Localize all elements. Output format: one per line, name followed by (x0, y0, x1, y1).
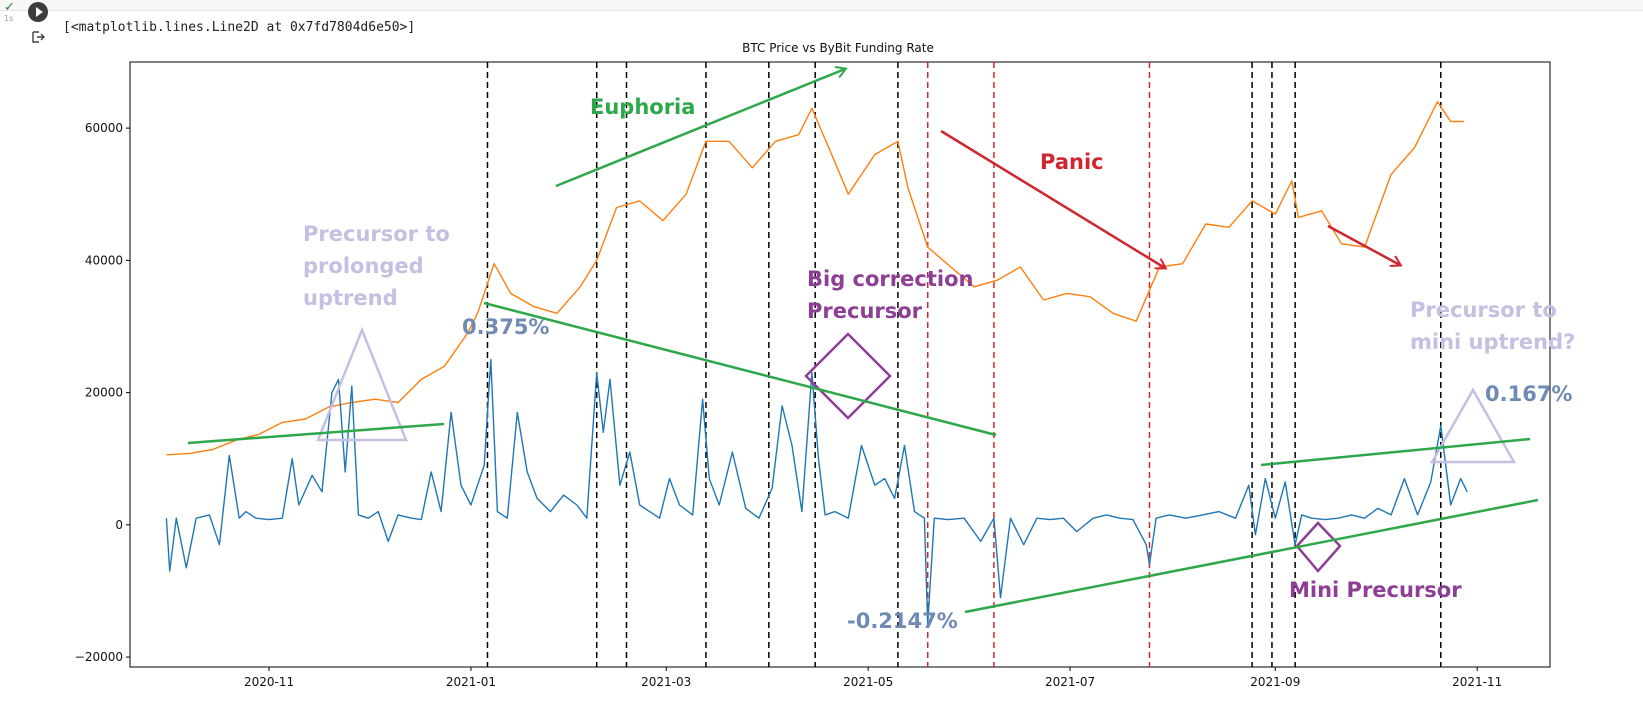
y-tick-label: 0 (115, 518, 123, 532)
precursor-uptrend-line2: prolonged (303, 254, 424, 278)
x-tick-label: 2021-07 (1045, 675, 1095, 689)
x-tick-label: 2021-05 (843, 675, 893, 689)
mini-panic-arrow (1327, 224, 1400, 265)
y-tick-label: 60000 (85, 121, 123, 135)
panic-label: Panic (1040, 150, 1104, 174)
y-tick-label: 40000 (85, 253, 123, 267)
y-tick-label: −20000 (75, 650, 123, 664)
precursor-mini-uptrend-line2: mini uptrend? (1410, 330, 1575, 354)
x-tick-label: 2021-11 (1452, 675, 1502, 689)
cell-toolbar (0, 0, 1643, 11)
precursor-triangle-left (316, 326, 408, 442)
btc-price-line (166, 100, 1464, 456)
mini-precursor-label: Mini Precursor (1289, 578, 1462, 602)
trend-line-down (483, 301, 997, 437)
euphoria-label: Euphoria (590, 95, 695, 119)
precursor-uptrend-line3: uptrend (303, 286, 398, 310)
rate-label-0167: 0.167% (1485, 382, 1572, 406)
funding-rate-line (165, 358, 1468, 625)
output-text: [<matplotlib.lines.Line2D at 0x7fd7804d6… (63, 20, 416, 35)
big-correction-line1: Big correction (807, 267, 973, 291)
rate-label-neg: -0.2147% (847, 609, 958, 633)
y-tick-label: 20000 (85, 386, 123, 400)
big-correction-diamond (804, 332, 892, 420)
x-tick-label: 2021-03 (641, 675, 691, 689)
mini-precursor-diamond (1295, 521, 1342, 573)
panic-arrow (940, 129, 1165, 268)
x-tick-label: 2020-11 (244, 675, 294, 689)
plot-frame (129, 61, 1551, 668)
precursor-triangle-right (1429, 387, 1517, 464)
precursor-uptrend-line1: Precursor to (303, 222, 450, 246)
x-tick-label: 2021-09 (1250, 675, 1300, 689)
precursor-mini-uptrend-line1: Precursor to (1410, 298, 1557, 322)
rate-label-0375: 0.375% (462, 315, 549, 339)
trend-line-left (187, 422, 445, 445)
trend-line-right-upper (1260, 437, 1531, 467)
exec-time: 1s (4, 14, 14, 23)
chart-title: BTC Price vs ByBit Funding Rate (742, 41, 934, 55)
check-icon: ✓ (4, 0, 15, 15)
play-icon[interactable] (28, 2, 48, 22)
output-icon[interactable] (31, 30, 45, 44)
euphoria-arrow (555, 69, 845, 188)
trend-line-right-lower (964, 498, 1539, 614)
x-tick-label: 2021-01 (446, 675, 496, 689)
big-correction-line2: Precursor (807, 299, 923, 323)
